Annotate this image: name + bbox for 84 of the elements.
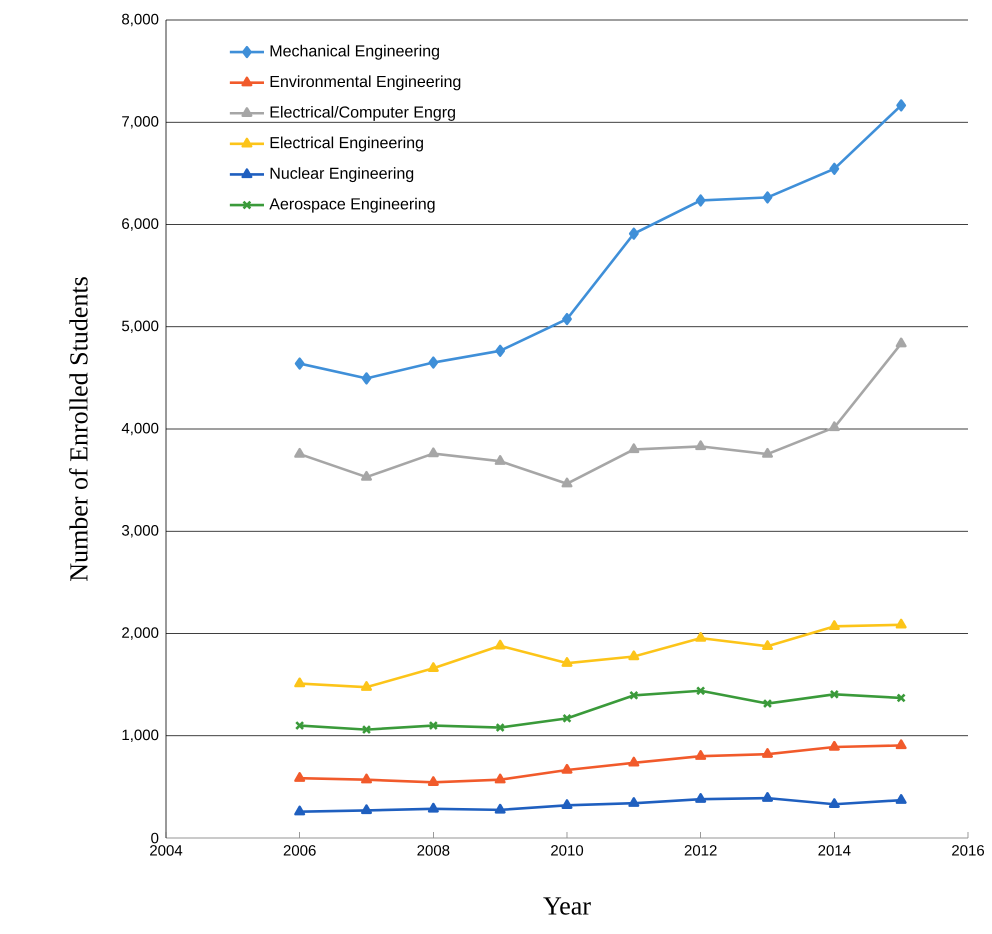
point [294, 357, 305, 370]
point [762, 698, 772, 708]
point [294, 720, 304, 730]
point [828, 421, 840, 432]
point [428, 776, 439, 786]
y-tick-label: 0 [151, 832, 158, 844]
point [896, 99, 906, 112]
legend-label: Nuclear Engineering [270, 167, 414, 182]
x-axis-title: Year [543, 897, 591, 915]
point [428, 662, 439, 672]
point [428, 802, 439, 813]
point [830, 690, 840, 700]
point [494, 455, 506, 465]
y-tick-label: 7,000 [122, 116, 158, 128]
point [896, 739, 907, 750]
point [828, 798, 840, 808]
point [696, 194, 706, 207]
point [562, 764, 572, 774]
point [361, 774, 372, 784]
point [494, 804, 506, 814]
point [762, 448, 773, 458]
point [628, 797, 640, 807]
y-tick-label: 6,000 [122, 218, 158, 231]
point [294, 772, 306, 782]
x-tick-label: 2014 [818, 845, 851, 856]
point [896, 794, 907, 804]
point [762, 640, 773, 650]
legend-label: Electrical Engineering [270, 136, 423, 152]
point [695, 632, 706, 642]
point [695, 440, 706, 450]
point [695, 750, 706, 760]
point [762, 792, 773, 802]
legend-label: Environmental Engineering [270, 75, 460, 90]
point [562, 714, 572, 724]
point [828, 620, 840, 630]
point [362, 372, 372, 384]
point [495, 344, 506, 357]
x-tick-label: 2016 [952, 845, 984, 856]
point [294, 448, 306, 458]
point [362, 724, 372, 734]
x-tick-label: 2004 [150, 845, 182, 856]
y-tick-label: 8,000 [122, 14, 158, 26]
point [428, 720, 438, 730]
point [696, 686, 706, 696]
point [762, 748, 773, 758]
y-tick-label: 3,000 [122, 525, 158, 538]
point [829, 162, 840, 175]
point [628, 443, 640, 454]
point [896, 338, 907, 348]
y-tick-label: 5,000 [122, 320, 158, 333]
point [361, 681, 372, 691]
legend-label: Mechanical Engineering [270, 44, 439, 60]
x-tick-label: 2010 [551, 845, 584, 856]
x-tick-label: 2008 [417, 845, 450, 856]
point [762, 191, 772, 204]
point [896, 618, 907, 629]
legend-label: Electrical/Computer Engrg [270, 106, 455, 121]
point [562, 799, 572, 809]
point [562, 312, 572, 326]
point [494, 640, 506, 650]
legend-label: Aerospace Engineering [269, 198, 435, 213]
point [828, 740, 840, 751]
y-tick-label: 4,000 [122, 422, 158, 436]
point [361, 804, 372, 814]
point [495, 722, 505, 732]
point [494, 774, 506, 784]
y-axis-title: Number of Enrolled Students [69, 277, 88, 581]
point [562, 657, 572, 667]
point [896, 693, 906, 703]
point [428, 356, 438, 369]
y-tick-label: 1,000 [122, 730, 158, 742]
point [294, 678, 306, 688]
point [628, 756, 640, 767]
point [628, 228, 639, 240]
point [628, 650, 640, 660]
y-tick-label: 2,000 [122, 627, 158, 640]
point [294, 806, 306, 816]
point [428, 447, 439, 458]
x-tick-label: 2006 [284, 845, 316, 856]
point [695, 793, 706, 803]
point [629, 690, 639, 700]
x-tick-label: 2012 [684, 845, 717, 856]
point [562, 478, 572, 488]
point [361, 470, 372, 481]
